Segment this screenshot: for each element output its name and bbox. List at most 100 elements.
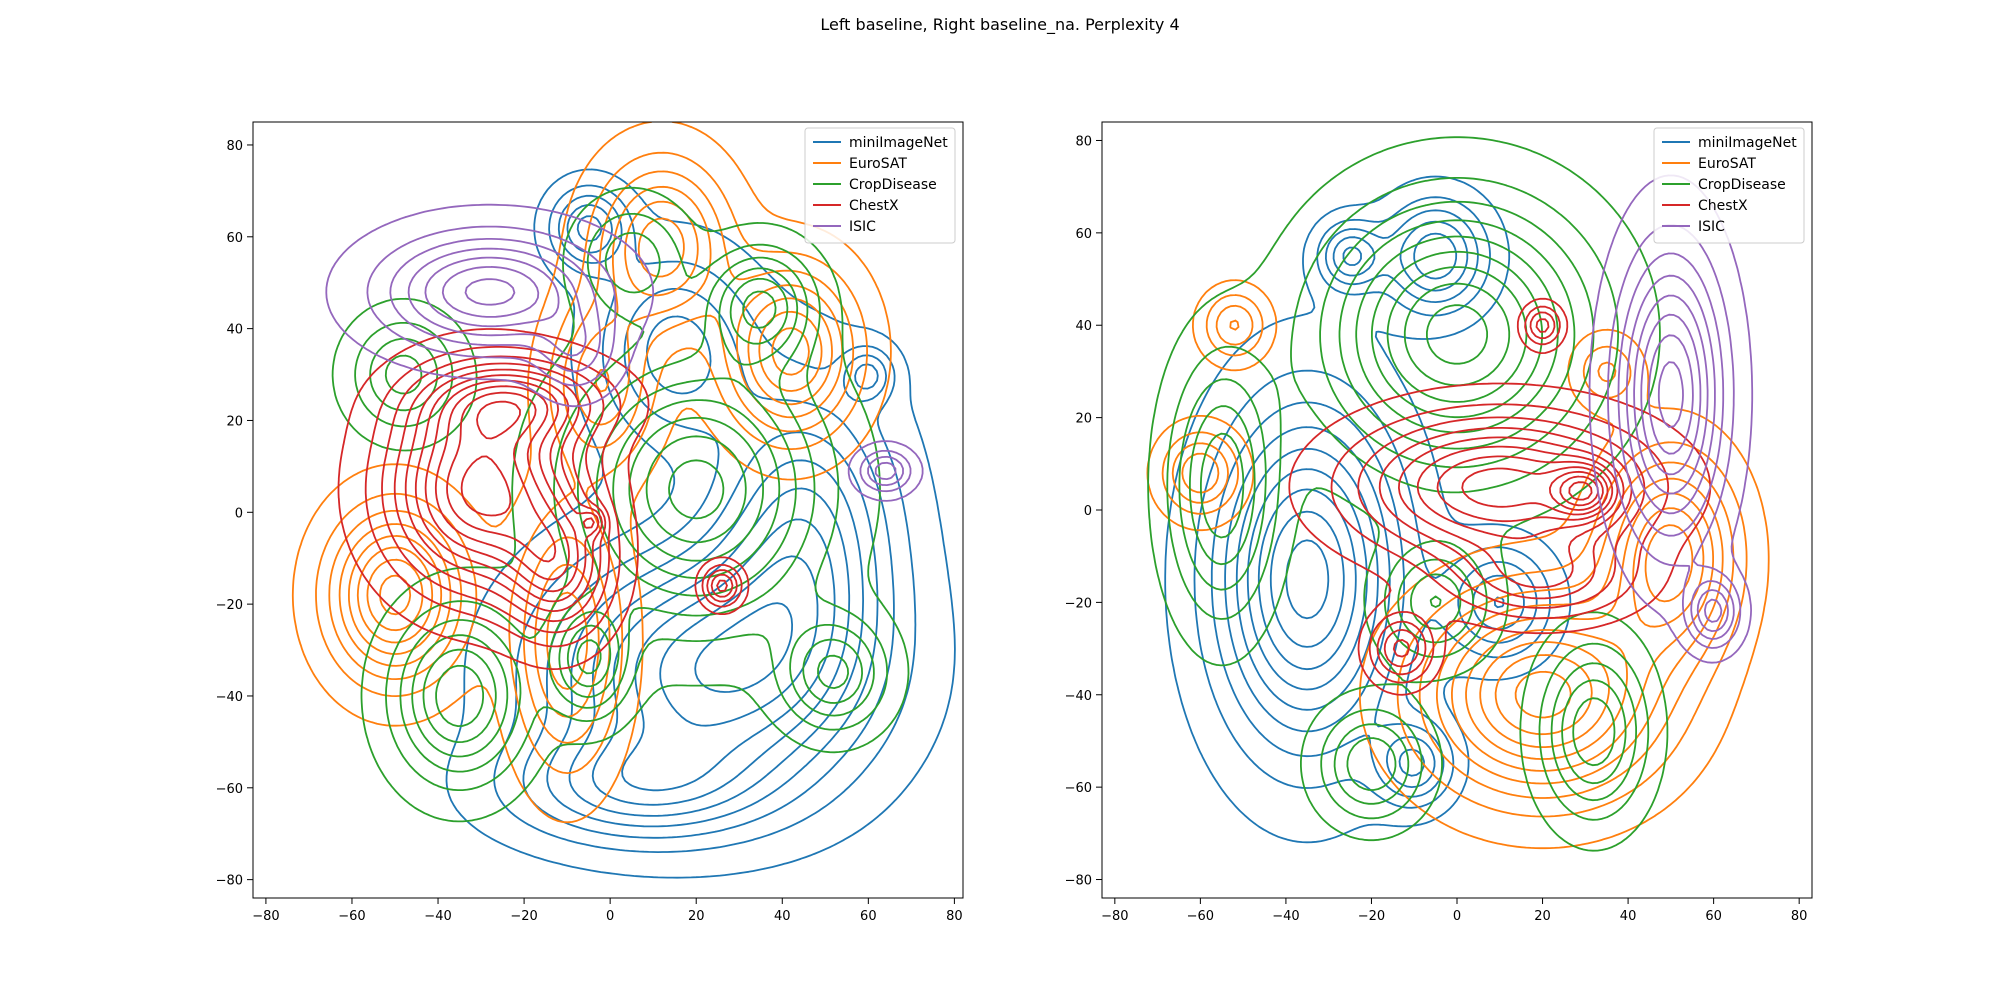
x-tick-label: 80 [1791, 909, 1808, 924]
contour-line [1378, 318, 1633, 668]
y-tick-label: −80 [216, 874, 243, 889]
contour-series-miniimagenet [445, 168, 956, 879]
contour-line [384, 267, 863, 758]
y-tick-label: 60 [1075, 227, 1092, 242]
x-tick-label: −20 [510, 909, 537, 924]
x-tick-label: 20 [1534, 909, 1551, 924]
legend-box [1653, 127, 1805, 244]
x-tick-label: 60 [860, 909, 877, 924]
contour-series-miniimagenet [1164, 175, 1572, 844]
contour-series-chestx [1288, 297, 1712, 696]
contour-line [1147, 136, 1669, 852]
contour-line [328, 170, 855, 744]
y-tick-label: 80 [1075, 134, 1092, 149]
contour-line [1146, 279, 1770, 850]
y-tick-label: −20 [1065, 596, 1092, 611]
contour-line [1436, 455, 1614, 523]
contour-line [404, 368, 728, 612]
contour-line [1193, 196, 1551, 809]
x-tick-label: 40 [774, 909, 791, 924]
contour-line [1549, 470, 1604, 511]
contour-series-isic [325, 203, 924, 502]
figure-title: Left baseline, Right baseline_na. Perple… [820, 15, 1180, 34]
contour-area [1146, 136, 1770, 852]
x-tick-label: 20 [688, 909, 705, 924]
contour-line [424, 256, 560, 328]
x-tick-label: −20 [1358, 909, 1385, 924]
x-tick-label: 0 [1453, 909, 1461, 924]
contour-series-cropdisease [331, 186, 910, 823]
x-tick-label: 80 [946, 909, 963, 924]
legend-label: CropDisease [849, 177, 937, 193]
contour-line [1426, 304, 1488, 365]
left-plot-panel: −80 −60 −40 −20 0 20 40 60 80 −80 −60 −40 −20 0 20 40 60… [216, 121, 964, 924]
contour-line [435, 290, 777, 727]
contour-line [1161, 294, 1748, 818]
contour-series-cropdisease [1147, 136, 1669, 852]
legend-box [804, 127, 956, 244]
contour-line [1648, 334, 1694, 455]
contour-line [1371, 250, 1543, 419]
x-tick-label: 60 [1705, 909, 1722, 924]
legend: miniImageNet EuroSAT CropDisease ChestX ISIC [1653, 127, 1805, 244]
contour-line [1164, 175, 1572, 844]
contour-line [441, 266, 540, 318]
x-tick-label: −60 [1187, 909, 1214, 924]
contour-line [1403, 282, 1511, 387]
contour-line [338, 185, 844, 718]
y-tick-label: −60 [216, 782, 243, 797]
contour-line [1479, 524, 1694, 748]
x-tick-label: 0 [606, 909, 614, 924]
contour-line [1657, 361, 1684, 428]
x-tick-label: −40 [424, 909, 451, 924]
y-tick-label: 20 [1075, 412, 1092, 427]
y-tick-label: −80 [1065, 874, 1092, 889]
x-tick-label: 40 [1620, 909, 1637, 924]
contour-line [393, 362, 734, 623]
contour-line [668, 459, 725, 520]
contour-line [1633, 294, 1723, 623]
legend-label: CropDisease [1698, 177, 1786, 193]
contour-line [460, 400, 521, 517]
legend: miniImageNet EuroSAT CropDisease ChestX ISIC [804, 127, 956, 244]
contour-line [1461, 466, 1609, 516]
legend-label: ChestX [849, 198, 899, 214]
x-tick-label: −80 [252, 909, 279, 924]
contour-line [325, 203, 924, 502]
contour-line [364, 346, 743, 648]
contour-line [407, 247, 897, 480]
contour-line [464, 278, 516, 306]
y-tick-label: 0 [1084, 504, 1092, 519]
contour-line [389, 238, 904, 486]
contour-line [381, 355, 738, 634]
contour-line [1200, 235, 1616, 767]
y-tick-label: 60 [226, 231, 243, 246]
contour-line [1386, 266, 1528, 403]
contour-line [1416, 445, 1619, 540]
y-tick-label: −40 [1065, 689, 1092, 704]
contour-line [645, 435, 747, 544]
contour-line [366, 225, 912, 493]
contour-line [1257, 488, 1357, 671]
right-plot-panel: −80 −60 −40 −20 0 20 40 60 80 −80 −60 −40 −20 0 20 40 60… [1065, 121, 1813, 924]
legend-label: ISIC [849, 219, 876, 235]
y-tick-label: 40 [1075, 319, 1092, 334]
contour-line [315, 151, 868, 774]
contour-line [1568, 481, 1593, 501]
contour-line [1494, 654, 1593, 736]
contour-line [446, 391, 557, 563]
contour-line [621, 518, 836, 792]
x-tick-label: −40 [1272, 909, 1299, 924]
axes-frame [252, 121, 964, 899]
contour-line [1224, 220, 1525, 788]
contour-line [1617, 252, 1735, 640]
y-tick-label: −40 [216, 690, 243, 705]
contour-line [1269, 510, 1345, 648]
contour-line [369, 232, 875, 773]
contour-line [434, 385, 570, 581]
contour-line [422, 277, 849, 743]
legend-label: ChestX [1698, 198, 1748, 214]
legend-label: EuroSAT [1698, 156, 1756, 172]
y-tick-label: 80 [226, 139, 243, 154]
